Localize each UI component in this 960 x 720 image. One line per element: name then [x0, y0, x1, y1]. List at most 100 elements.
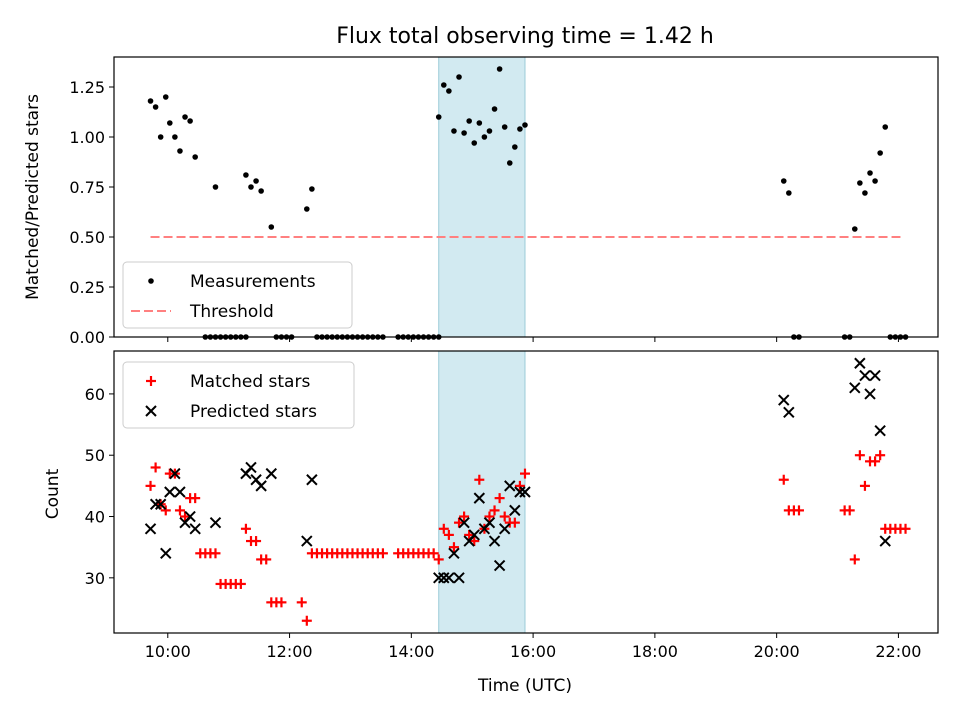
measurements-point — [877, 150, 883, 156]
y-tick-label: 0.00 — [69, 328, 105, 347]
x-stroke-b — [864, 388, 876, 400]
x-stroke-b — [453, 572, 465, 584]
matched-stars-point — [464, 529, 475, 540]
x-stroke-b — [509, 504, 521, 517]
predicted-stars-point — [160, 547, 172, 560]
y-tick-label: 0.50 — [69, 228, 105, 247]
x-stroke-b — [859, 369, 871, 382]
legend-swatch — [146, 376, 156, 386]
ratio-panel: 0.00 0.25 0.50 0.75 1.00 1.25 Measurements Thre… — [69, 56, 939, 347]
predicted-stars-point — [164, 486, 176, 498]
chart-title: Flux total observing time = 1.42 h — [336, 24, 714, 49]
matched-stars-point — [509, 517, 520, 528]
matched-stars-point — [459, 511, 470, 522]
measurements-point — [451, 128, 457, 134]
x-stroke-b — [265, 467, 277, 480]
matched-stars-point — [900, 523, 911, 534]
measurements-point — [177, 148, 183, 154]
measurements-point — [243, 172, 249, 178]
predicted-stars-point — [874, 424, 886, 437]
predicted-stars-point — [514, 486, 526, 498]
measurements-point — [851, 226, 858, 232]
measurements-point — [248, 184, 254, 190]
matched-stars-point — [174, 505, 185, 516]
matched-stars-point — [489, 505, 500, 516]
x-stroke-b — [869, 369, 881, 382]
predicted-stars-point — [149, 498, 162, 510]
x-stroke-b — [488, 535, 501, 547]
measurements-point — [872, 178, 878, 184]
matched-stars-point — [251, 536, 262, 547]
measurements-point — [882, 124, 889, 130]
measurements-point — [471, 140, 478, 146]
matched-stars-point — [150, 462, 161, 473]
predicted-stars-point — [144, 523, 157, 535]
measurements-point — [187, 118, 193, 124]
measurements-point — [167, 120, 173, 126]
x-stroke-b — [483, 516, 496, 529]
x-stroke-b — [849, 382, 861, 394]
measurements-point — [486, 128, 493, 134]
predicted-stars-point — [783, 406, 795, 419]
predicted-stars-point — [864, 388, 876, 400]
shaded-span — [438, 56, 526, 338]
x-stroke-b — [879, 535, 891, 547]
legend-label: Predicted stars — [190, 402, 317, 422]
measurements-point — [157, 134, 164, 140]
x-stroke-b — [301, 535, 313, 547]
matched-stars-point — [454, 517, 465, 528]
y-tick-label: 0.75 — [69, 178, 105, 197]
x-stroke-b — [468, 529, 480, 541]
x-stroke-b — [145, 405, 157, 417]
measurements-point — [506, 160, 513, 166]
measurements-point — [212, 184, 219, 190]
x-stroke-b — [169, 467, 181, 480]
x-stroke-b — [519, 486, 531, 498]
measurements-point — [435, 114, 442, 120]
y-axis-label-ratio: Matched/Predicted stars — [23, 94, 43, 300]
y-tick-label: 40 — [85, 508, 105, 527]
x-stroke-b — [448, 547, 460, 560]
predicted-stars-point — [255, 480, 267, 492]
y-tick-label: 1.25 — [69, 78, 105, 97]
y-axis-label-count: Count — [43, 468, 63, 519]
matched-stars-point — [145, 480, 156, 491]
shaded-span — [438, 350, 526, 634]
predicted-stars-point — [498, 523, 511, 535]
x-stroke-b — [443, 572, 455, 584]
measurements-point — [491, 106, 498, 112]
measurements-point — [517, 126, 523, 132]
measurements-point — [456, 74, 462, 80]
predicted-stars-point — [438, 572, 450, 584]
predicted-stars-point — [778, 394, 790, 406]
measurements-point — [786, 190, 792, 196]
predicted-stars-point — [468, 529, 480, 541]
x-stroke-b — [144, 523, 157, 535]
x-stroke-b — [433, 572, 445, 584]
matched-stars-point — [235, 578, 246, 589]
measurements-point — [461, 130, 467, 136]
legend: Matched stars Predicted stars — [122, 361, 355, 429]
legend-swatch — [145, 405, 157, 417]
matched-stars-point — [276, 597, 287, 608]
predicted-stars-point — [448, 547, 460, 560]
predicted-stars-point — [854, 357, 866, 369]
matched-stars-point — [793, 505, 804, 516]
y-tick-label: 60 — [85, 385, 105, 404]
predicted-stars-point — [245, 461, 257, 474]
measurements-point — [780, 178, 787, 184]
measurements-point — [522, 122, 528, 128]
matched-stars-point — [240, 523, 251, 534]
x-axis-label: Time (UTC) — [477, 676, 572, 696]
matched-stars-point — [180, 511, 191, 522]
matched-stars-point — [499, 511, 510, 522]
matched-stars-point — [514, 480, 525, 491]
plot-frame — [113, 350, 939, 634]
x-stroke-b — [438, 572, 450, 584]
matched-stars-point — [854, 450, 865, 461]
matched-stars-point — [494, 493, 505, 504]
legend-box — [122, 261, 353, 329]
measurements-point — [496, 66, 503, 72]
predicted-stars-point — [879, 535, 891, 547]
